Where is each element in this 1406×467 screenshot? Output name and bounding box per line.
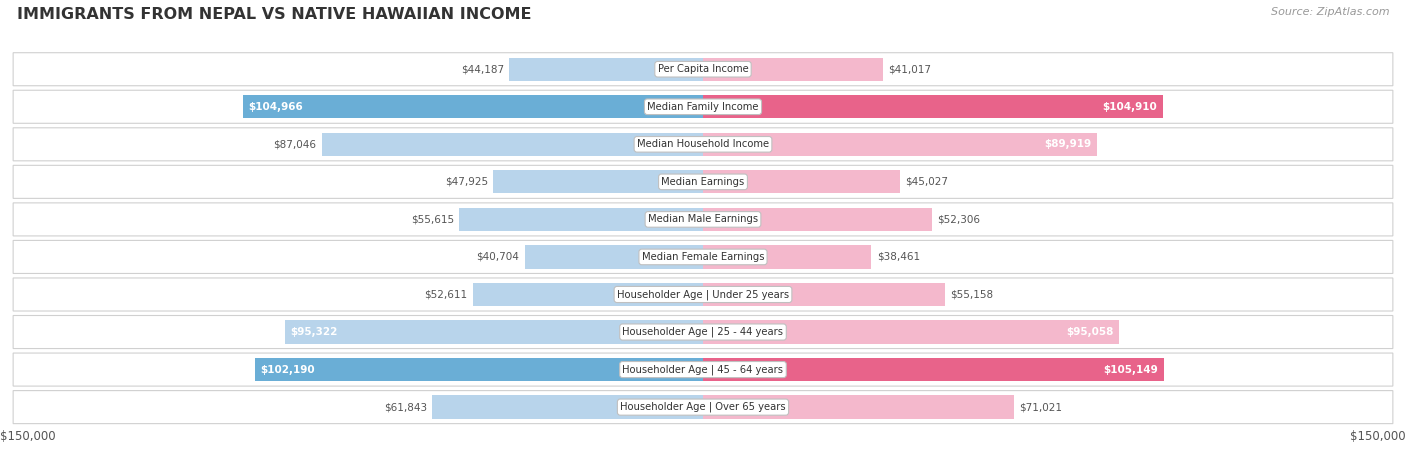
Bar xyxy=(460,208,703,231)
Text: $150,000: $150,000 xyxy=(1350,430,1406,443)
Text: Householder Age | Over 65 years: Householder Age | Over 65 years xyxy=(620,402,786,412)
Text: $71,021: $71,021 xyxy=(1019,402,1063,412)
Bar xyxy=(703,57,883,81)
FancyBboxPatch shape xyxy=(13,53,1393,86)
Text: $44,187: $44,187 xyxy=(461,64,505,74)
Bar xyxy=(524,245,703,269)
Bar xyxy=(256,358,703,381)
FancyBboxPatch shape xyxy=(13,203,1393,236)
Text: $55,158: $55,158 xyxy=(950,290,993,299)
FancyBboxPatch shape xyxy=(13,390,1393,424)
Bar xyxy=(703,133,1097,156)
Text: $87,046: $87,046 xyxy=(274,139,316,149)
Text: IMMIGRANTS FROM NEPAL VS NATIVE HAWAIIAN INCOME: IMMIGRANTS FROM NEPAL VS NATIVE HAWAIIAN… xyxy=(17,7,531,22)
Text: Median Household Income: Median Household Income xyxy=(637,139,769,149)
Bar xyxy=(703,358,1164,381)
Text: $55,615: $55,615 xyxy=(411,214,454,225)
FancyBboxPatch shape xyxy=(13,316,1393,348)
FancyBboxPatch shape xyxy=(13,90,1393,123)
Text: $89,919: $89,919 xyxy=(1045,139,1091,149)
Text: Median Family Income: Median Family Income xyxy=(647,102,759,112)
FancyBboxPatch shape xyxy=(13,241,1393,274)
Text: $104,966: $104,966 xyxy=(249,102,304,112)
Text: $45,027: $45,027 xyxy=(905,177,949,187)
Text: $105,149: $105,149 xyxy=(1104,365,1159,375)
Text: Median Female Earnings: Median Female Earnings xyxy=(641,252,765,262)
Bar xyxy=(432,396,703,419)
Text: $52,611: $52,611 xyxy=(425,290,467,299)
FancyBboxPatch shape xyxy=(13,353,1393,386)
Bar xyxy=(703,283,945,306)
Text: Median Earnings: Median Earnings xyxy=(661,177,745,187)
Bar xyxy=(472,283,703,306)
Text: $95,322: $95,322 xyxy=(291,327,337,337)
FancyBboxPatch shape xyxy=(13,165,1393,198)
Text: $40,704: $40,704 xyxy=(477,252,519,262)
Text: $95,058: $95,058 xyxy=(1067,327,1114,337)
Text: $104,910: $104,910 xyxy=(1102,102,1157,112)
FancyBboxPatch shape xyxy=(13,128,1393,161)
Bar xyxy=(494,170,703,193)
Bar xyxy=(703,396,1014,419)
Text: Median Male Earnings: Median Male Earnings xyxy=(648,214,758,225)
Text: Householder Age | Under 25 years: Householder Age | Under 25 years xyxy=(617,289,789,300)
Text: Householder Age | 25 - 44 years: Householder Age | 25 - 44 years xyxy=(623,327,783,337)
Text: $41,017: $41,017 xyxy=(889,64,931,74)
Text: $38,461: $38,461 xyxy=(877,252,920,262)
Bar xyxy=(243,95,703,119)
Text: $52,306: $52,306 xyxy=(938,214,980,225)
Bar xyxy=(703,208,932,231)
Bar xyxy=(509,57,703,81)
Bar xyxy=(285,320,703,344)
Text: Per Capita Income: Per Capita Income xyxy=(658,64,748,74)
Bar xyxy=(703,245,872,269)
Text: $102,190: $102,190 xyxy=(260,365,315,375)
Bar xyxy=(322,133,703,156)
Text: Householder Age | 45 - 64 years: Householder Age | 45 - 64 years xyxy=(623,364,783,375)
FancyBboxPatch shape xyxy=(13,278,1393,311)
Bar xyxy=(703,170,900,193)
Text: Source: ZipAtlas.com: Source: ZipAtlas.com xyxy=(1271,7,1389,17)
Text: $61,843: $61,843 xyxy=(384,402,427,412)
Text: $150,000: $150,000 xyxy=(0,430,56,443)
Bar xyxy=(703,320,1119,344)
Text: $47,925: $47,925 xyxy=(444,177,488,187)
Bar xyxy=(703,95,1163,119)
